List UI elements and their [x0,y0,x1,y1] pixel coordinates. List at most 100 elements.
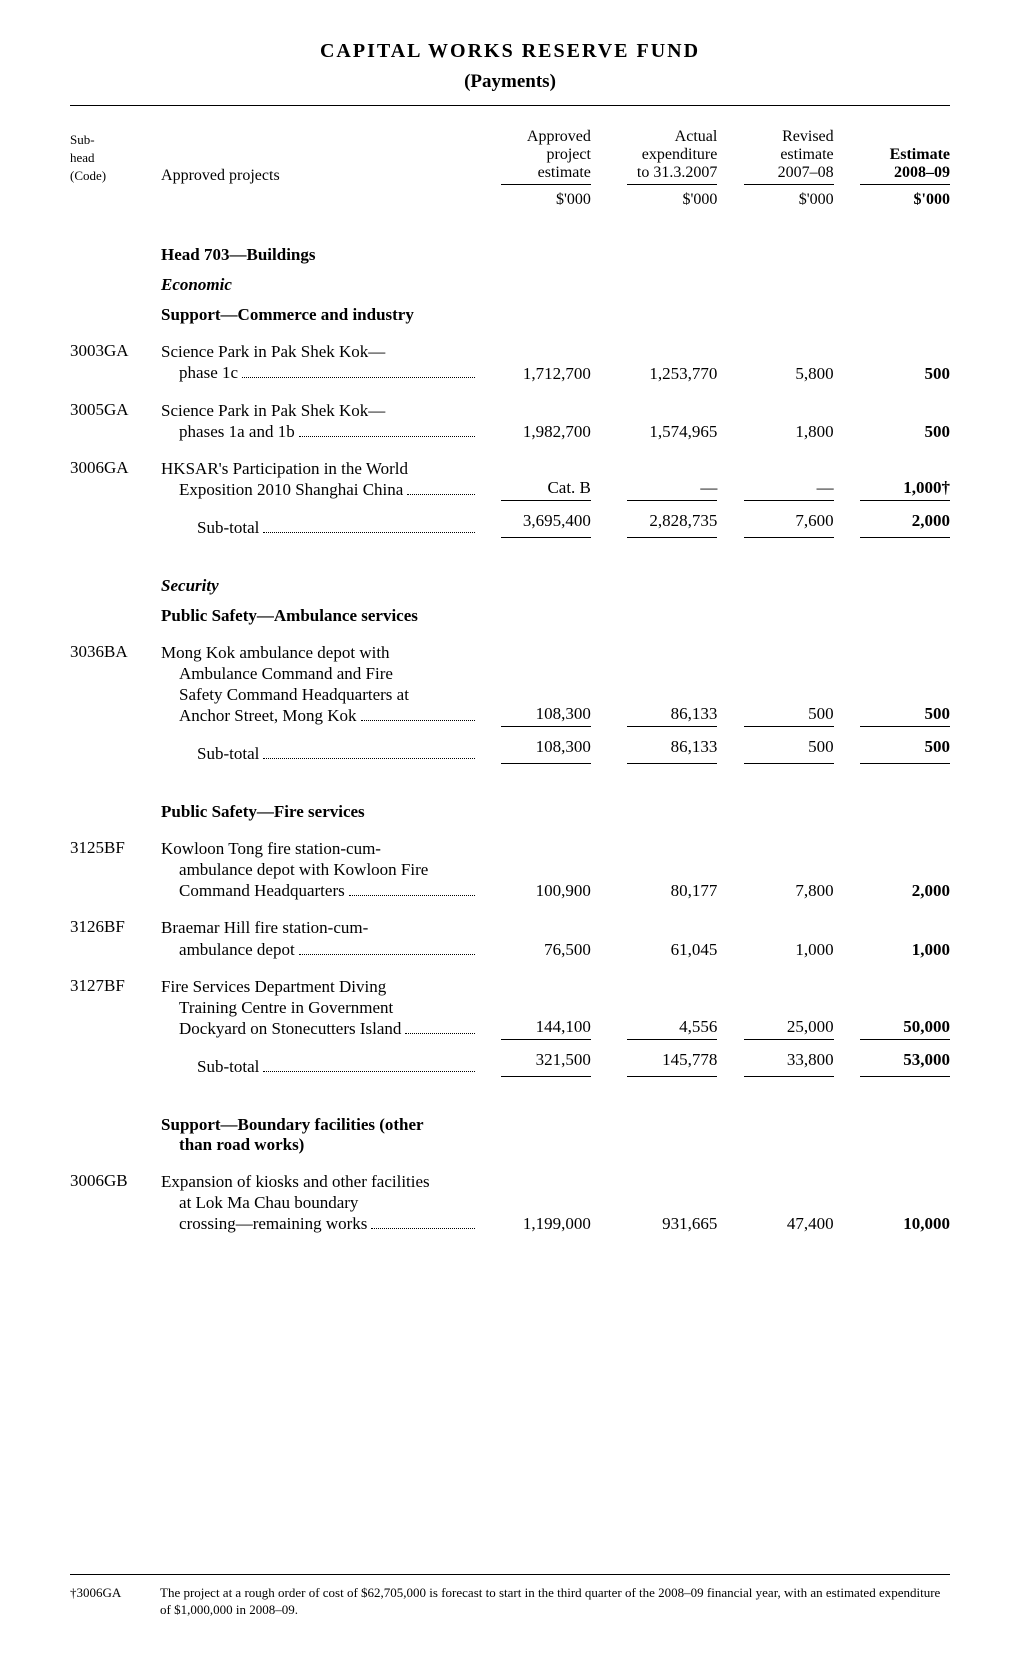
cell-c4: 61,045 [591,901,717,960]
subtotal-c5: 33,800 [717,1040,833,1077]
cell-c5: 47,400 [717,1155,833,1235]
cell-c6: 500 [834,626,950,727]
units-row: $'000 $'000 $'000 $'000 [70,185,950,219]
footnote: †3006GA The project at a rough order of … [70,1585,950,1619]
subtotal-row: Sub-total 3,695,400 2,828,735 7,600 2,00… [70,501,950,538]
group-title: Public Safety—Fire services [161,778,950,822]
unit-c5: $'000 [717,185,833,219]
col-approved-estimate-label: Approved project estimate [475,106,591,185]
project-row: 3036BA Mong Kok ambulance depot with Amb… [70,626,950,727]
project-row: 3006GB Expansion of kiosks and other fac… [70,1155,950,1235]
footnote-rule [70,1574,950,1575]
col-actual-label: Actual expenditure to 31.3.2007 [591,106,717,185]
project-row: 3125BF Kowloon Tong fire station-cum- am… [70,822,950,902]
page: CAPITAL WORKS RESERVE FUND (Payments) Su… [0,0,1020,1679]
economic-label: Economic [161,265,950,295]
leader-dots [371,1228,474,1229]
payments-table: Sub- head (Code) Approved projects Appro… [70,106,950,1234]
footnote-code: †3006GA [70,1585,160,1619]
project-row: 3003GA Science Park in Pak Shek Kok— pha… [70,325,950,384]
subtotal-c3: 108,300 [475,727,591,764]
subtotal-c5: 7,600 [717,501,833,538]
column-header-row: Sub- head (Code) Approved projects Appro… [70,106,950,185]
group-title-row: Support—Boundary facilities (other than … [70,1091,950,1155]
group-title-row: Public Safety—Ambulance services [70,596,950,626]
doc-title: CAPITAL WORKS RESERVE FUND [70,40,950,63]
cell-c5: 5,800 [717,325,833,384]
leader-dots [349,895,475,896]
leader-dots [407,494,474,495]
subtotal-c3: 321,500 [475,1040,591,1077]
project-name: Fire Services Department Diving Training… [161,960,475,1040]
leader-dots [263,1071,474,1072]
subtotal-label: Sub-total [161,1040,475,1077]
group-title: Support—Commerce and industry [161,295,950,325]
project-code: 3003GA [70,325,161,384]
cell-c5: 1,800 [717,384,833,443]
subtotal-row: Sub-total 321,500 145,778 33,800 53,000 [70,1040,950,1077]
security-row: Security [70,552,950,596]
leader-dots [299,436,475,437]
cell-c5: — [717,442,833,501]
cell-c5: 1,000 [717,901,833,960]
cell-c6: 10,000 [834,1155,950,1235]
project-row: 3127BF Fire Services Department Diving T… [70,960,950,1040]
leader-dots [361,720,475,721]
cell-c6: 500 [834,325,950,384]
project-name: HKSAR's Participation in the World Expos… [161,442,475,501]
subtotal-c4: 86,133 [591,727,717,764]
cell-c6: 1,000 [834,901,950,960]
subtotal-row: Sub-total 108,300 86,133 500 500 [70,727,950,764]
head-label: Head 703—Buildings [161,219,950,265]
unit-c4: $'000 [591,185,717,219]
project-code: 3036BA [70,626,161,727]
cell-c3: 1,199,000 [475,1155,591,1235]
project-name: Expansion of kiosks and other facilities… [161,1155,475,1235]
cell-c4: 80,177 [591,822,717,902]
col-estimate-label: Estimate 2008–09 [834,106,950,185]
leader-dots [242,377,475,378]
cell-c4: 931,665 [591,1155,717,1235]
group-title: Support—Boundary facilities (other than … [161,1091,950,1155]
subtotal-c4: 145,778 [591,1040,717,1077]
head-row: Head 703—Buildings [70,219,950,265]
project-name: Science Park in Pak Shek Kok— phases 1a … [161,384,475,443]
cell-c4: 1,574,965 [591,384,717,443]
cell-c5: 500 [717,626,833,727]
col-revised-label: Revised estimate 2007–08 [717,106,833,185]
project-code: 3006GA [70,442,161,501]
cell-c3: 1,712,700 [475,325,591,384]
cell-c5: 7,800 [717,822,833,902]
cell-c4: 1,253,770 [591,325,717,384]
cell-c6: 2,000 [834,822,950,902]
unit-c3: $'000 [475,185,591,219]
cell-c4: 4,556 [591,960,717,1040]
footnote-text: The project at a rough order of cost of … [160,1585,950,1619]
cell-c6: 500 [834,384,950,443]
project-row: 3126BF Braemar Hill fire station-cum- am… [70,901,950,960]
group-title-row: Support—Commerce and industry [70,295,950,325]
project-code: 3006GB [70,1155,161,1235]
cell-c4: 86,133 [591,626,717,727]
col-subhead-label: Sub- head (Code) [70,106,161,185]
security-label: Security [161,552,950,596]
subtotal-label: Sub-total [161,501,475,538]
cell-c5: 25,000 [717,960,833,1040]
economic-row: Economic [70,265,950,295]
subtotal-c6: 500 [834,727,950,764]
project-code: 3126BF [70,901,161,960]
project-name: Kowloon Tong fire station-cum- ambulance… [161,822,475,902]
cell-c6: 50,000 [834,960,950,1040]
cell-c3: 76,500 [475,901,591,960]
project-name: Braemar Hill fire station-cum- ambulance… [161,901,475,960]
unit-c6: $'000 [834,185,950,219]
cell-c3: 1,982,700 [475,384,591,443]
project-code: 3005GA [70,384,161,443]
group-title: Public Safety—Ambulance services [161,596,950,626]
cell-c3: 100,900 [475,822,591,902]
col-approved-projects-label: Approved projects [161,106,475,185]
subtotal-label: Sub-total [161,727,475,764]
project-name: Science Park in Pak Shek Kok— phase 1c [161,325,475,384]
doc-subtitle: (Payments) [70,71,950,93]
subtotal-c5: 500 [717,727,833,764]
